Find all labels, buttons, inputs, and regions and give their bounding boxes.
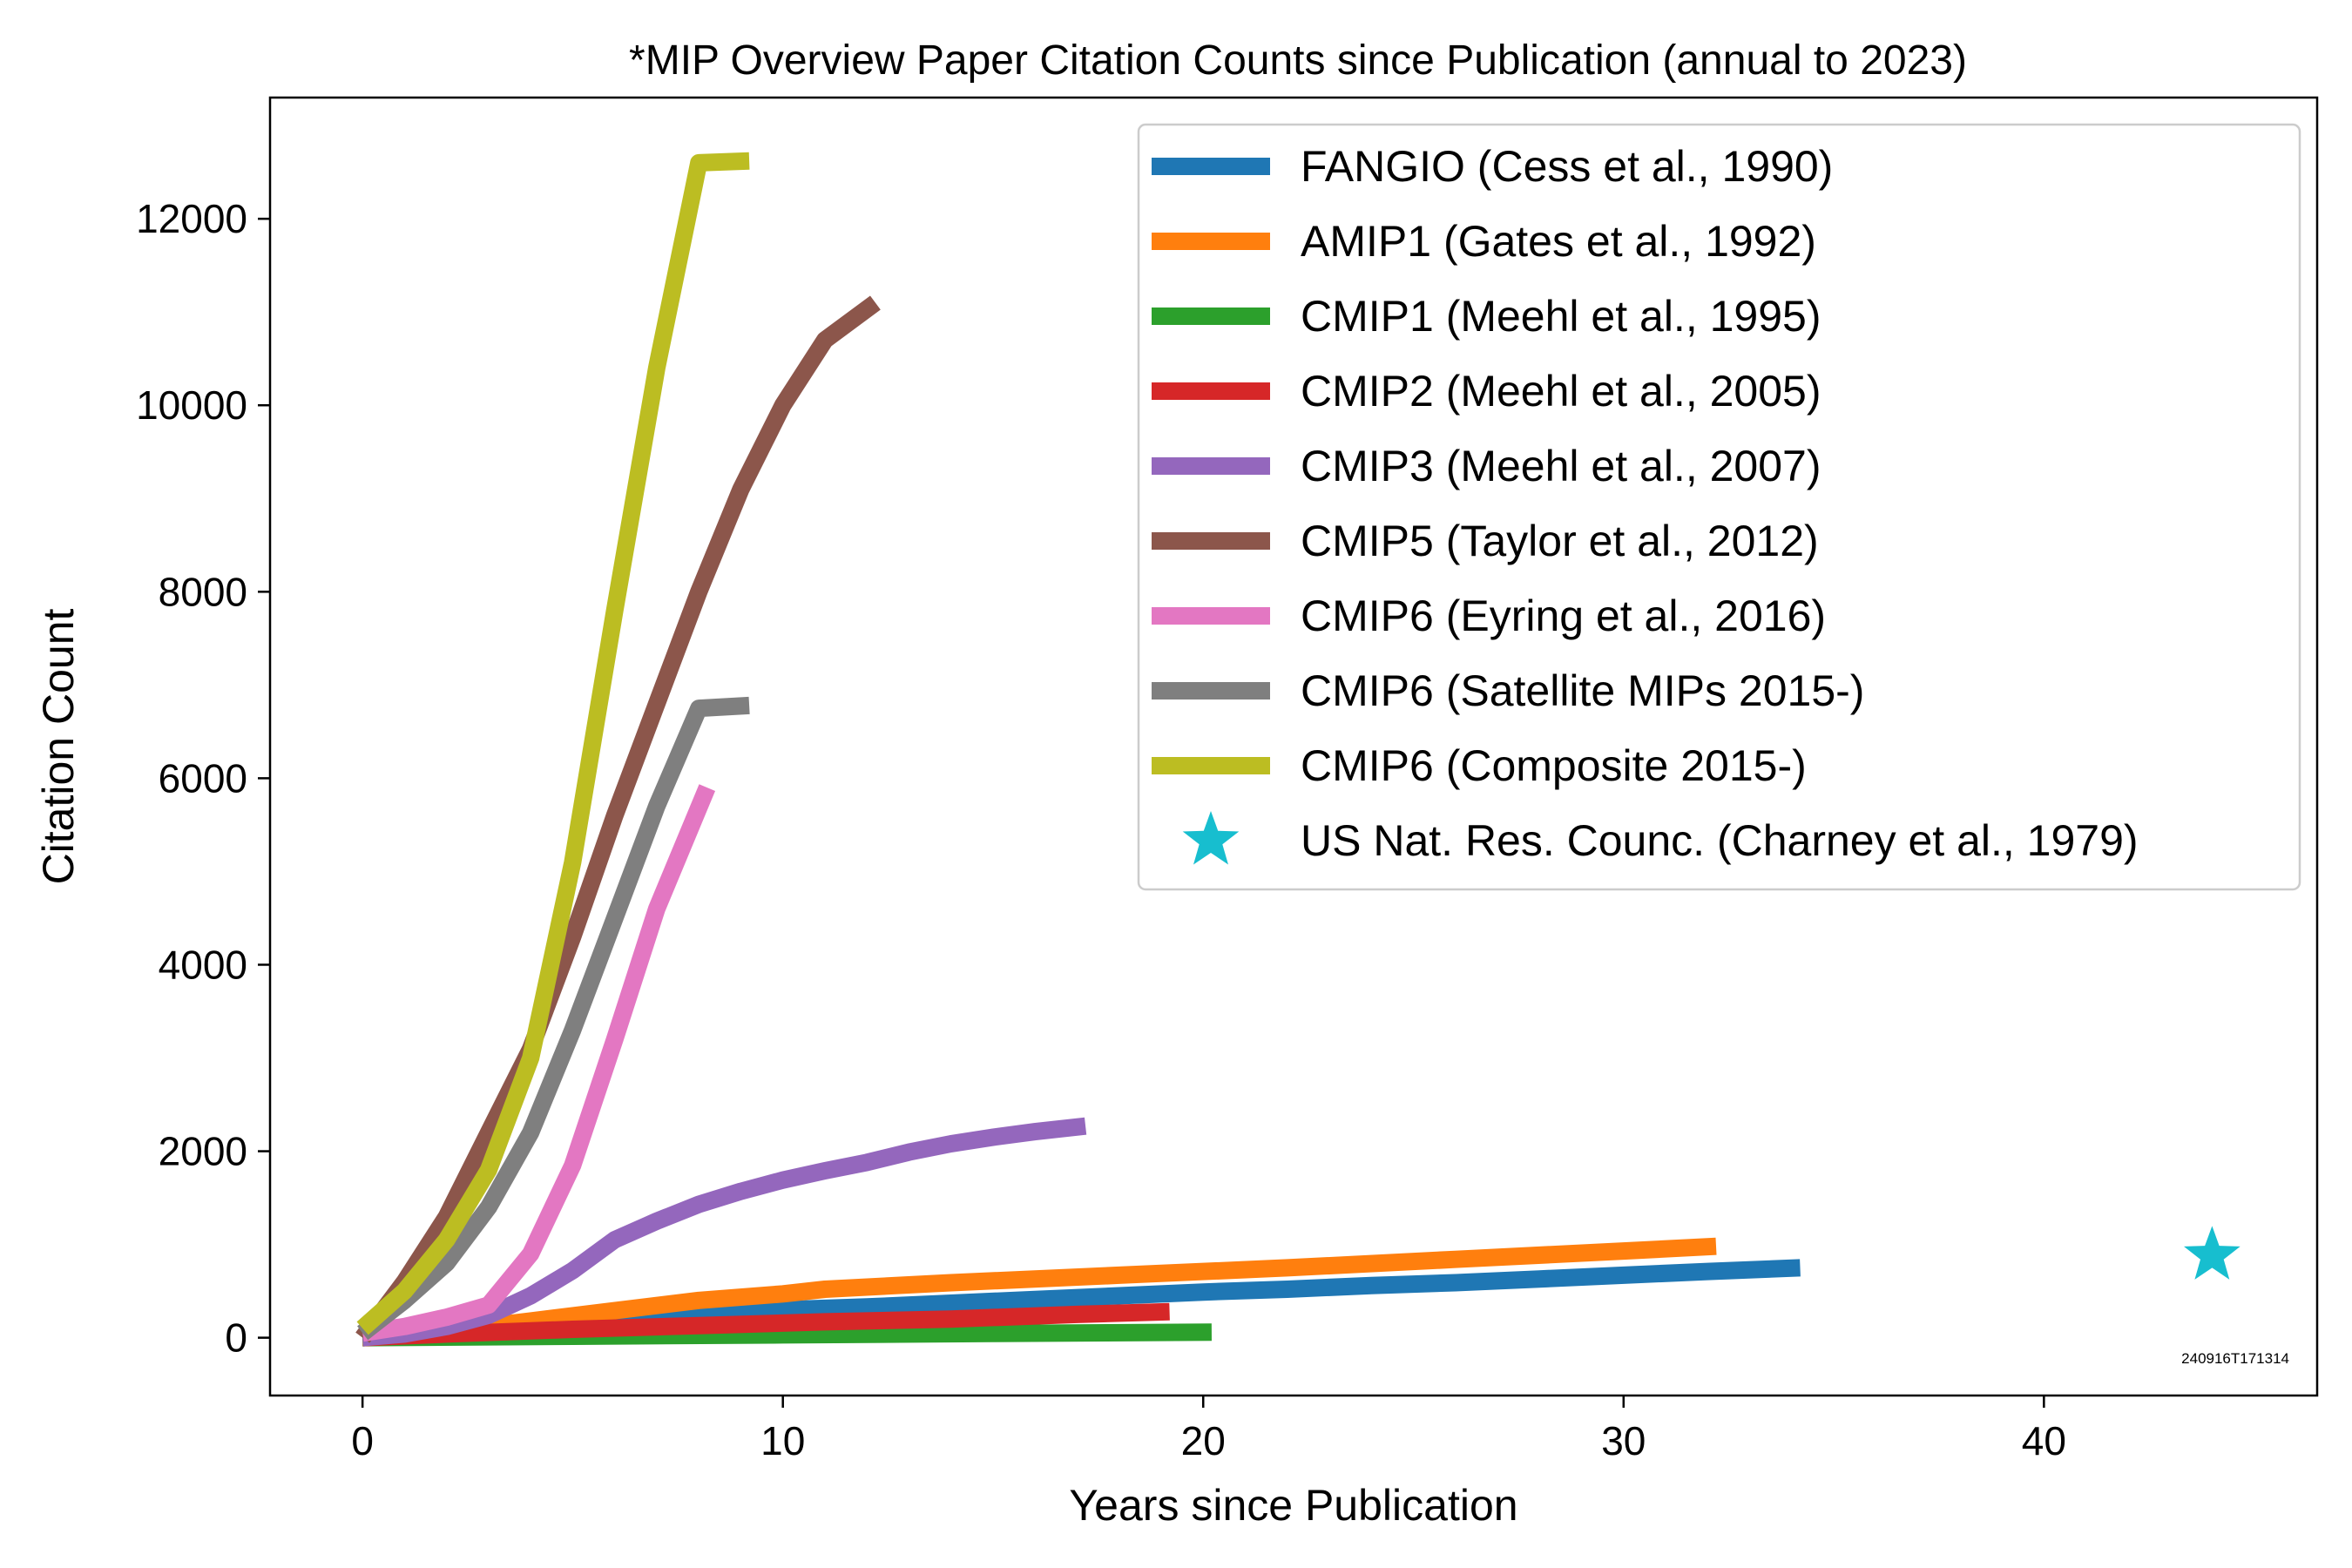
legend-swatch-us-nat-res-counc-charney-et-al-1979 [1182, 811, 1240, 865]
legend-label-cmip6-eyring-et-al-2016: CMIP6 (Eyring et al., 2016) [1301, 591, 1826, 640]
series-line-cmip6-composite-2015 [356, 152, 750, 1335]
axes-frame [268, 96, 2319, 1397]
series-line-cmip2-meehl-et-al-2005 [362, 1302, 1170, 1347]
y-axis: 0 2000 4000 6000 8000 10000 12000 [136, 196, 270, 1361]
legend-label-fangio-cess-et-al-1990: FANGIO (Cess et al., 1990) [1301, 142, 1833, 191]
chart-title: *MIP Overview Paper Citation Counts sinc… [629, 37, 1967, 84]
series-line-cmip5-taylor-et-al-2012 [355, 295, 881, 1343]
legend: FANGIO (Cess et al., 1990) AMIP1 (Gates e… [1137, 123, 2301, 891]
y-tick-label: 2000 [159, 1129, 247, 1174]
legend-label-cmip6-satellite-mips-2015: CMIP6 (Satellite MIPs 2015-) [1301, 666, 1864, 715]
y-tick-label: 6000 [159, 755, 247, 801]
legend-label-cmip3-meehl-et-al-2007: CMIP3 (Meehl et al., 2007) [1301, 442, 1821, 490]
x-tick-label: 40 [2022, 1418, 2066, 1463]
legend-box [1137, 123, 2301, 891]
series-line-cmip6-eyring-et-al-2016 [361, 784, 716, 1342]
series-line-amip1-gates-et-al-1992 [362, 1237, 1717, 1347]
legend-label-cmip5-taylor-et-al-2012: CMIP5 (Taylor et al., 2012) [1301, 517, 1819, 565]
series-line-cmip3-meehl-et-al-2007 [362, 1117, 1087, 1347]
y-tick-label: 12000 [136, 196, 247, 241]
timestamp-label: 240916T171314 [2181, 1350, 2289, 1367]
y-axis-label: Citation Count [34, 608, 83, 884]
legend-label-cmip1-meehl-et-al-1995: CMIP1 (Meehl et al., 1995) [1301, 292, 1821, 341]
x-tick-label: 0 [351, 1418, 374, 1463]
plot-area [355, 152, 2240, 1347]
y-tick-label: 4000 [159, 942, 247, 987]
x-tick-label: 30 [1601, 1418, 1646, 1463]
x-tick-label: 10 [760, 1418, 805, 1463]
legend-label-cmip2-meehl-et-al-2005: CMIP2 (Meehl et al., 2005) [1301, 367, 1821, 416]
series-line-cmip6-satellite-mips-2015 [357, 696, 750, 1341]
legend-label-cmip6-composite-2015: CMIP6 (Composite 2015-) [1301, 741, 1807, 790]
x-axis: 0 10 20 30 40 [351, 1396, 2066, 1463]
x-axis-label: Years since Publication [1069, 1481, 1517, 1530]
x-tick-label: 20 [1181, 1418, 1226, 1463]
y-tick-label: 0 [225, 1315, 247, 1361]
point-marker-us-nat-res-counc-charney-et-al-1979 [2184, 1226, 2240, 1280]
y-tick-label: 8000 [159, 569, 247, 614]
legend-label-us-nat-res-counc-charney-et-al-1979: US Nat. Res. Counc. (Charney et al., 197… [1301, 816, 2139, 865]
legend-label-amip1-gates-et-al-1992: AMIP1 (Gates et al., 1992) [1301, 217, 1816, 266]
y-tick-label: 10000 [136, 382, 247, 428]
